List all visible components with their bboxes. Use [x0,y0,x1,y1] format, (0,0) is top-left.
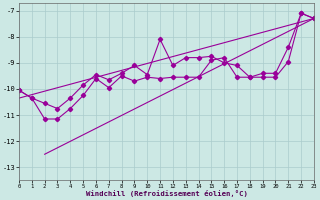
X-axis label: Windchill (Refroidissement éolien,°C): Windchill (Refroidissement éolien,°C) [85,190,247,197]
